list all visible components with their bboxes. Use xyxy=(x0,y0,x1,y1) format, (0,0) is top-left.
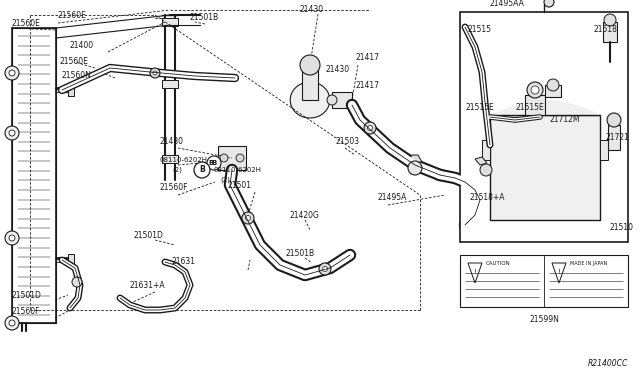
Text: 21599N: 21599N xyxy=(529,314,559,324)
Bar xyxy=(545,85,561,97)
Circle shape xyxy=(319,263,331,275)
Text: 21560N: 21560N xyxy=(62,71,92,80)
Text: 21480: 21480 xyxy=(160,138,184,147)
Circle shape xyxy=(246,215,250,221)
Circle shape xyxy=(408,161,422,175)
Bar xyxy=(218,146,246,170)
Bar xyxy=(68,84,74,96)
Circle shape xyxy=(323,266,328,272)
Circle shape xyxy=(607,113,621,127)
Circle shape xyxy=(5,316,19,330)
Text: B: B xyxy=(209,160,214,166)
Text: 21400: 21400 xyxy=(70,41,94,49)
Bar xyxy=(332,92,352,108)
Text: 21430: 21430 xyxy=(325,65,349,74)
Text: 21721: 21721 xyxy=(606,132,630,141)
Circle shape xyxy=(327,95,337,105)
Circle shape xyxy=(531,86,539,94)
Text: CAUTION: CAUTION xyxy=(486,261,511,266)
Circle shape xyxy=(220,154,228,162)
Text: 21420G: 21420G xyxy=(290,211,320,219)
Circle shape xyxy=(153,71,157,75)
Text: B: B xyxy=(211,160,216,166)
Bar xyxy=(12,28,56,323)
Text: 21560F: 21560F xyxy=(160,183,189,192)
Polygon shape xyxy=(552,263,566,283)
Circle shape xyxy=(150,68,160,78)
Polygon shape xyxy=(546,0,552,4)
Bar xyxy=(162,155,178,163)
Bar xyxy=(460,255,628,307)
Text: 21495AA: 21495AA xyxy=(490,0,525,9)
Text: 21631+A: 21631+A xyxy=(130,280,166,289)
Bar xyxy=(302,65,318,100)
Bar xyxy=(525,95,545,115)
Text: 21518: 21518 xyxy=(593,26,617,35)
Text: B: B xyxy=(199,166,205,174)
Text: 21503: 21503 xyxy=(335,138,359,147)
Circle shape xyxy=(72,277,82,287)
Text: 21501D: 21501D xyxy=(12,291,42,299)
Polygon shape xyxy=(475,157,487,165)
Text: 08110-6202H: 08110-6202H xyxy=(160,157,208,163)
Circle shape xyxy=(5,66,19,80)
Bar xyxy=(603,22,617,42)
Bar xyxy=(68,254,74,266)
Text: (2): (2) xyxy=(220,177,230,183)
Bar xyxy=(608,125,620,150)
Text: 21560E: 21560E xyxy=(57,12,86,20)
Text: 21501B: 21501B xyxy=(190,13,219,22)
Circle shape xyxy=(5,231,19,245)
Circle shape xyxy=(480,164,492,176)
Text: 21560E: 21560E xyxy=(12,19,41,28)
Circle shape xyxy=(367,125,372,131)
Circle shape xyxy=(527,82,543,98)
Text: 21515E: 21515E xyxy=(465,103,493,112)
Circle shape xyxy=(9,130,15,136)
Text: 21560E: 21560E xyxy=(60,58,89,67)
Text: MADE IN JAPAN: MADE IN JAPAN xyxy=(570,261,607,266)
Text: (2): (2) xyxy=(172,167,182,173)
Circle shape xyxy=(5,126,19,140)
Circle shape xyxy=(9,235,15,241)
Text: 21631: 21631 xyxy=(172,257,196,266)
Text: 21417: 21417 xyxy=(355,54,379,62)
Text: R21400CC: R21400CC xyxy=(588,359,628,368)
Text: 21560F: 21560F xyxy=(12,308,40,317)
Circle shape xyxy=(300,55,320,75)
Text: 21712M: 21712M xyxy=(550,115,580,125)
Text: 21515: 21515 xyxy=(468,26,492,35)
Circle shape xyxy=(544,0,554,7)
Bar xyxy=(460,12,628,242)
Text: 21518+A: 21518+A xyxy=(470,192,506,202)
Text: !: ! xyxy=(474,269,476,275)
Circle shape xyxy=(364,122,376,134)
Text: 21495A: 21495A xyxy=(378,193,408,202)
Circle shape xyxy=(207,156,221,170)
Text: 21430: 21430 xyxy=(300,6,324,15)
Circle shape xyxy=(604,14,616,26)
Circle shape xyxy=(9,70,15,76)
Circle shape xyxy=(547,79,559,91)
Text: 21515E: 21515E xyxy=(515,103,544,112)
Bar xyxy=(162,80,178,88)
Bar xyxy=(490,115,600,220)
Text: 21501D: 21501D xyxy=(133,231,163,240)
Circle shape xyxy=(242,212,254,224)
Polygon shape xyxy=(408,155,422,162)
Text: !: ! xyxy=(557,269,561,275)
Circle shape xyxy=(9,320,15,326)
Bar xyxy=(600,140,608,160)
Text: 21417: 21417 xyxy=(355,80,379,90)
Bar xyxy=(162,18,178,26)
Circle shape xyxy=(194,162,210,178)
Circle shape xyxy=(236,154,244,162)
Polygon shape xyxy=(468,263,482,283)
Text: 21501B: 21501B xyxy=(285,248,314,257)
Bar xyxy=(482,140,490,160)
Text: 08110-6202H: 08110-6202H xyxy=(214,167,262,173)
Text: 21510: 21510 xyxy=(610,222,634,231)
Polygon shape xyxy=(290,82,330,118)
Text: 21501: 21501 xyxy=(228,180,252,189)
